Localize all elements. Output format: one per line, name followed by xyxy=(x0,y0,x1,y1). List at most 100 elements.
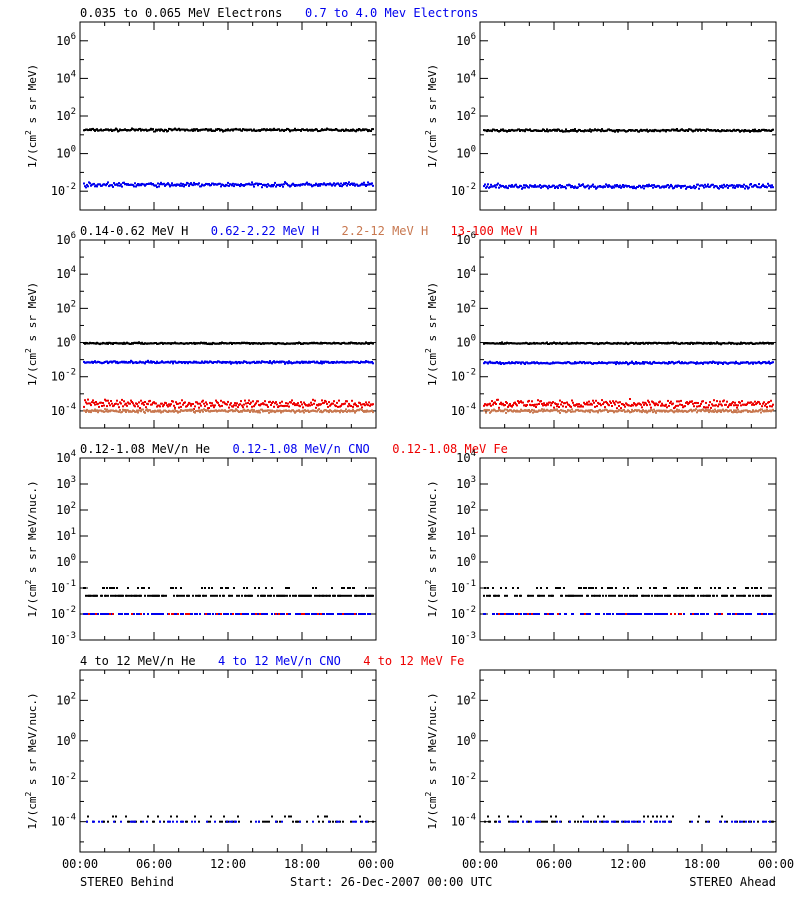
data-point xyxy=(262,820,264,823)
data-point xyxy=(727,186,729,189)
data-point xyxy=(625,613,627,615)
data-point xyxy=(588,587,590,589)
data-point xyxy=(735,820,737,823)
data-point xyxy=(238,820,240,823)
data-point xyxy=(676,128,678,130)
data-point xyxy=(587,820,589,823)
data-point xyxy=(641,406,643,409)
x-tick-label: 18:00 xyxy=(684,857,720,871)
data-point xyxy=(645,402,647,405)
data-point xyxy=(599,820,601,823)
data-point xyxy=(649,403,651,406)
data-point xyxy=(250,128,252,131)
data-point xyxy=(251,408,253,411)
data-point xyxy=(686,401,688,404)
data-point xyxy=(226,129,228,132)
data-point xyxy=(770,186,772,189)
data-point xyxy=(269,409,271,412)
data-point xyxy=(714,587,716,589)
data-point xyxy=(741,400,743,403)
data-point xyxy=(681,404,683,406)
data-point xyxy=(490,410,492,413)
data-point xyxy=(302,406,304,409)
data-point xyxy=(137,613,139,615)
data-point xyxy=(760,186,762,189)
data-point xyxy=(651,594,653,597)
data-point xyxy=(745,587,747,589)
data-point xyxy=(248,399,250,402)
data-point xyxy=(283,613,285,615)
data-point xyxy=(758,129,760,131)
data-point xyxy=(140,594,142,597)
data-point xyxy=(127,401,129,404)
y-tick-label: 10-4 xyxy=(451,402,476,418)
data-point xyxy=(194,405,196,408)
data-point xyxy=(746,185,748,188)
data-point xyxy=(241,404,243,407)
data-point xyxy=(284,815,286,818)
data-point xyxy=(218,613,220,615)
data-point xyxy=(159,820,161,823)
data-point xyxy=(583,820,585,823)
data-point xyxy=(632,187,634,190)
data-point xyxy=(216,361,218,364)
data-point xyxy=(119,613,121,615)
data-point xyxy=(232,129,234,132)
data-point xyxy=(301,613,303,615)
data-point xyxy=(667,184,669,186)
data-point xyxy=(676,185,678,188)
data-point xyxy=(602,403,604,406)
data-point xyxy=(719,409,721,412)
data-point xyxy=(352,408,354,411)
data-point xyxy=(522,401,524,404)
series-blue xyxy=(86,820,368,823)
data-point xyxy=(177,402,179,405)
data-point xyxy=(157,182,159,185)
data-point xyxy=(765,403,767,406)
data-point xyxy=(221,587,223,589)
data-point xyxy=(760,587,762,589)
data-point xyxy=(635,820,637,823)
data-point xyxy=(668,361,670,363)
data-point xyxy=(353,182,355,185)
data-point xyxy=(728,404,730,407)
data-point xyxy=(263,403,265,406)
data-point xyxy=(264,820,266,823)
data-point xyxy=(702,362,704,365)
data-point xyxy=(345,613,347,615)
data-point xyxy=(699,404,701,407)
data-point xyxy=(767,182,769,185)
data-point xyxy=(721,815,723,818)
data-point xyxy=(181,399,183,402)
data-point xyxy=(149,409,151,412)
data-point xyxy=(484,587,486,589)
data-point xyxy=(314,184,316,187)
y-tick-label: 100 xyxy=(456,145,476,161)
data-point xyxy=(192,361,194,364)
data-point xyxy=(168,403,170,406)
data-point xyxy=(275,401,277,404)
y-tick-label: 10-4 xyxy=(51,402,76,418)
data-point xyxy=(147,594,149,597)
data-point xyxy=(619,401,621,404)
data-point xyxy=(655,613,657,615)
data-point xyxy=(174,360,176,363)
data-point xyxy=(194,820,196,823)
data-point xyxy=(665,185,667,188)
data-point xyxy=(708,404,710,407)
data-point xyxy=(128,594,130,597)
data-point xyxy=(689,185,691,188)
data-point xyxy=(705,401,707,404)
data-point xyxy=(554,820,556,823)
data-point xyxy=(632,404,634,407)
data-point xyxy=(656,820,658,823)
data-point xyxy=(167,411,169,413)
data-point xyxy=(696,587,698,589)
data-point xyxy=(768,401,770,403)
data-point xyxy=(298,409,300,412)
y-tick-label: 10-4 xyxy=(51,813,76,829)
data-point xyxy=(288,128,290,131)
data-point xyxy=(617,820,619,823)
